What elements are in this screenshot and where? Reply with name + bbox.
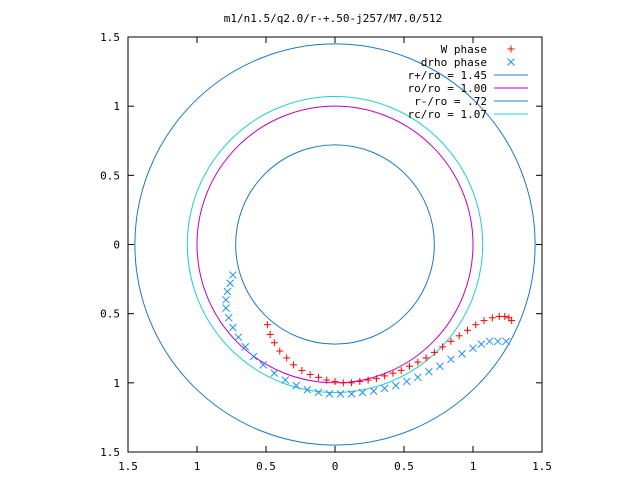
series-0-point-24 bbox=[447, 337, 455, 345]
x-tick-label-5: 1 bbox=[470, 460, 477, 473]
series-0-point-6 bbox=[298, 366, 306, 374]
data-series bbox=[222, 271, 516, 398]
series-1-point-31 bbox=[485, 337, 494, 346]
series-0-point-33 bbox=[508, 317, 516, 325]
series-0-point-21 bbox=[422, 354, 430, 362]
y-tick-label-6: 1.5 bbox=[100, 446, 120, 459]
legend-label-circle-0: r+/ro = 1.45 bbox=[408, 69, 487, 82]
series-1-point-24 bbox=[413, 373, 422, 382]
series-1-point-20 bbox=[369, 387, 378, 395]
circle-3 bbox=[186, 95, 484, 394]
series-1-point-15 bbox=[314, 388, 323, 397]
series-1-point-11 bbox=[270, 369, 279, 378]
y-tick-label-4: 0.5 bbox=[100, 308, 120, 321]
series-0-point-19 bbox=[406, 362, 414, 370]
y-tick-label-3: 0 bbox=[113, 239, 120, 252]
y-tick-label-1: 1 bbox=[113, 100, 120, 113]
x-tick-label-0: 1.5 bbox=[118, 460, 138, 473]
circle-2 bbox=[235, 144, 435, 345]
series-1-point-4 bbox=[222, 304, 230, 312]
series-0-point-17 bbox=[389, 369, 397, 377]
series-0-point-16 bbox=[381, 372, 389, 380]
y-tick-label-5: 1 bbox=[113, 377, 120, 390]
series-1-point-13 bbox=[292, 381, 301, 390]
series-0-point-9 bbox=[323, 376, 331, 384]
axis-ticks: 1.5 1 0.5 0 0.5 1 1.51.510.500.511.5 bbox=[100, 31, 552, 473]
series-0-point-20 bbox=[414, 358, 422, 366]
series-1-point-6 bbox=[229, 323, 237, 332]
series-0-point-15 bbox=[372, 375, 380, 383]
series-1-point-19 bbox=[358, 388, 367, 397]
series-1-point-14 bbox=[303, 385, 312, 394]
series-0-point-4 bbox=[283, 354, 291, 362]
series-1-point-3 bbox=[222, 295, 230, 304]
series-0-point-14 bbox=[364, 376, 372, 384]
circle-0 bbox=[134, 43, 536, 446]
series-0-point-23 bbox=[439, 343, 447, 351]
series-1-point-33 bbox=[502, 337, 510, 346]
series-0-point-8 bbox=[314, 373, 322, 381]
series-1-point-30 bbox=[477, 340, 486, 348]
series-1-point-9 bbox=[249, 352, 258, 361]
y-tick-label-2: 0.5 bbox=[100, 169, 120, 182]
series-1-point-17 bbox=[336, 390, 345, 398]
series-1-point-10 bbox=[259, 360, 268, 369]
series-1-point-0 bbox=[229, 271, 237, 279]
legend-label-circle-1: ro/ro = 1.00 bbox=[408, 82, 487, 95]
chart-title: m1/n1.5/q2.0/r-+.50-j257/M7.0/512 bbox=[224, 12, 443, 25]
series-1-point-8 bbox=[241, 343, 250, 351]
legend-label-circle-3: rc/ro = 1.07 bbox=[408, 108, 487, 121]
series-1-point-22 bbox=[391, 381, 400, 390]
y-tick-label-0: 1.5 bbox=[100, 31, 120, 44]
series-1-point-26 bbox=[436, 362, 444, 371]
x-tick-label-3: 0 bbox=[332, 460, 339, 473]
x-tick-label-1: 1 bbox=[194, 460, 201, 473]
series-0-point-12 bbox=[348, 379, 356, 387]
series-1-point-7 bbox=[234, 333, 243, 342]
series-1-point-32 bbox=[493, 337, 502, 346]
series-0-point-13 bbox=[356, 377, 364, 385]
series-1-point-12 bbox=[281, 376, 290, 384]
series-1-point-27 bbox=[447, 355, 455, 364]
series-0-point-3 bbox=[276, 347, 284, 355]
series-1-point-1 bbox=[226, 279, 234, 288]
series-0-point-2 bbox=[270, 339, 278, 347]
x-tick-label-2: 0.5 bbox=[256, 460, 276, 473]
series-0-point-31 bbox=[501, 312, 509, 320]
series-1-point-5 bbox=[224, 313, 233, 322]
series-0-point-26 bbox=[463, 326, 471, 334]
series-1-point-23 bbox=[402, 377, 411, 386]
series-1-point-25 bbox=[424, 367, 433, 376]
series-1-point-29 bbox=[469, 344, 477, 353]
series-0-point-27 bbox=[472, 321, 480, 329]
series-0-point-0 bbox=[263, 321, 271, 329]
series-0-point-29 bbox=[488, 314, 496, 322]
series-1-point-28 bbox=[458, 349, 466, 358]
radius-circles bbox=[134, 43, 536, 446]
legend-label-cross: drho phase bbox=[421, 56, 487, 69]
legend-marker-cross bbox=[507, 58, 515, 66]
series-0-point-7 bbox=[306, 371, 314, 379]
series-0-point-18 bbox=[397, 366, 405, 374]
series-0-point-5 bbox=[290, 361, 298, 369]
series-0-point-25 bbox=[455, 332, 463, 340]
legend-marker-plus bbox=[507, 45, 515, 53]
series-1-point-21 bbox=[380, 384, 389, 393]
x-tick-label-6: 1.5 bbox=[532, 460, 552, 473]
circle-1 bbox=[196, 105, 474, 384]
series-1-point-18 bbox=[347, 390, 356, 398]
series-0-point-10 bbox=[331, 377, 339, 385]
series-1-point-2 bbox=[223, 287, 232, 296]
legend-label-circle-2: r-/ro = .72 bbox=[414, 95, 487, 108]
x-tick-label-4: 0.5 bbox=[394, 460, 414, 473]
series-0-point-11 bbox=[339, 379, 347, 387]
series-0-point-1 bbox=[266, 330, 274, 338]
series-0-point-22 bbox=[430, 348, 438, 356]
legend-label-plus: W phase bbox=[441, 43, 487, 56]
series-0-point-28 bbox=[480, 317, 488, 325]
series-1-point-16 bbox=[325, 390, 334, 398]
